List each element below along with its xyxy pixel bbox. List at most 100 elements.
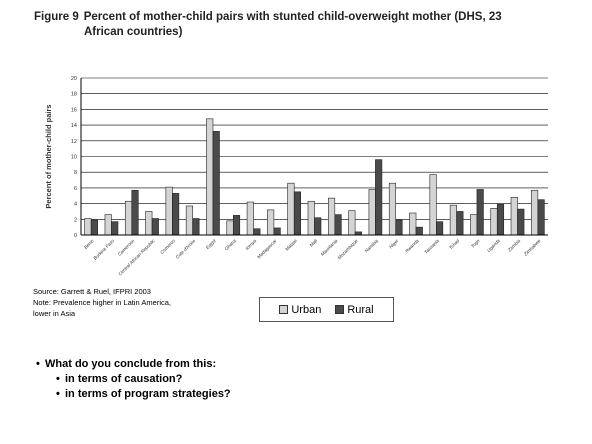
bar-rural bbox=[111, 222, 118, 235]
bar-urban bbox=[166, 187, 173, 235]
bar-urban bbox=[410, 213, 417, 235]
bar-urban bbox=[470, 215, 477, 235]
x-tick-label: Uganda bbox=[486, 238, 501, 253]
x-tick-label: Benin bbox=[83, 238, 95, 250]
bullet-sub-programs: in terms of program strategies? bbox=[36, 387, 231, 402]
bar-urban bbox=[267, 210, 274, 235]
x-tick-label: Tanzania bbox=[423, 238, 440, 255]
bar-rural bbox=[233, 215, 240, 235]
y-tick-label: 6 bbox=[74, 186, 77, 192]
bar-rural bbox=[254, 229, 261, 235]
x-tick-label: Kenya bbox=[245, 238, 258, 251]
bar-urban bbox=[125, 201, 131, 235]
x-tick-label: Burkina Faso bbox=[92, 238, 115, 261]
y-tick-label: 8 bbox=[74, 170, 77, 176]
bar-rural bbox=[274, 228, 281, 235]
bullet-main: What do you conclude from this: bbox=[36, 357, 231, 372]
bar-rural bbox=[416, 227, 423, 235]
bar-urban bbox=[85, 219, 92, 235]
x-tick-label: Niger bbox=[388, 238, 400, 250]
y-tick-label: 14 bbox=[71, 123, 77, 129]
bar-urban bbox=[247, 202, 254, 235]
y-tick-label: 10 bbox=[71, 155, 77, 161]
bar-urban bbox=[146, 211, 153, 235]
bar-urban bbox=[288, 183, 295, 235]
bar-urban bbox=[349, 211, 356, 235]
chart-legend: Urban Rural bbox=[259, 297, 394, 322]
legend-swatch-rural bbox=[335, 305, 344, 314]
bar-urban bbox=[531, 190, 538, 235]
figure-title: Figure 9 Percent of mother-child pairs wi… bbox=[34, 10, 564, 40]
bar-urban bbox=[328, 198, 335, 235]
bar-urban bbox=[389, 183, 396, 235]
y-tick-label: 4 bbox=[74, 202, 77, 208]
x-tick-label: Namibia bbox=[364, 238, 380, 254]
bar-urban bbox=[227, 221, 234, 235]
bar-rural bbox=[518, 209, 525, 235]
bar-rural bbox=[436, 222, 443, 235]
x-tick-label: Togo bbox=[470, 238, 481, 249]
bar-urban bbox=[105, 215, 112, 235]
bar-rural bbox=[396, 220, 403, 235]
legend-label-rural: Rural bbox=[347, 304, 373, 316]
x-tick-label: Egypt bbox=[205, 238, 217, 250]
bar-rural bbox=[193, 219, 200, 235]
bar-rural bbox=[375, 160, 382, 235]
legend-label-urban: Urban bbox=[291, 304, 321, 316]
x-tick-label: Rwanda bbox=[404, 238, 420, 254]
y-tick-label: 16 bbox=[71, 107, 77, 113]
x-tick-label: Comoros bbox=[159, 238, 176, 255]
legend-swatch-urban bbox=[279, 305, 288, 314]
bar-rural bbox=[132, 190, 139, 235]
legend-item-rural: Rural bbox=[335, 304, 373, 316]
x-tick-label: Zimbabwe bbox=[522, 238, 542, 258]
chart-bars bbox=[85, 119, 545, 235]
figure-title-line2: African countries) bbox=[34, 25, 564, 40]
x-tick-label: Madagascar bbox=[256, 238, 278, 260]
x-tick-label: Malawi bbox=[284, 237, 298, 251]
x-tick-label: Zambia bbox=[506, 238, 521, 253]
source-note: Source: Garrett & Ruel, IFPRI 2003 Note:… bbox=[33, 286, 223, 319]
bar-rural bbox=[335, 215, 342, 235]
x-tick-label: Ghana bbox=[224, 238, 238, 252]
bar-rural bbox=[538, 200, 545, 235]
bar-urban bbox=[491, 208, 498, 235]
figure-title-line1: Percent of mother-child pairs with stunt… bbox=[84, 11, 502, 23]
bar-rural bbox=[294, 192, 301, 235]
y-axis-label: Percent of mother-child pairs bbox=[44, 104, 53, 208]
figure-number: Figure 9 bbox=[34, 10, 79, 25]
bar-urban bbox=[511, 197, 517, 235]
y-tick-label: 0 bbox=[74, 233, 77, 239]
bar-rural bbox=[477, 189, 484, 235]
x-tick-label: Mozambique bbox=[337, 238, 359, 260]
discussion-bullets: What do you conclude from this: in terms… bbox=[36, 357, 231, 402]
bar-rural bbox=[315, 218, 322, 235]
y-tick-label: 12 bbox=[71, 139, 77, 145]
legend-item-urban: Urban bbox=[279, 304, 321, 316]
bar-urban bbox=[308, 201, 315, 235]
x-tick-label: Central African Republic bbox=[117, 238, 156, 277]
bar-rural bbox=[457, 211, 464, 235]
x-tick-label: Mali bbox=[309, 237, 319, 247]
x-tick-label: Tchad bbox=[448, 238, 461, 251]
bar-urban bbox=[369, 189, 376, 235]
x-tick-label: Cote d'Ivoire bbox=[175, 238, 197, 260]
y-axis-ticks: 0 2 4 6 8 10 12 14 16 18 20 bbox=[71, 76, 77, 239]
bar-rural bbox=[213, 131, 220, 235]
y-tick-label: 18 bbox=[71, 92, 77, 98]
x-tick-label: Mauritania bbox=[320, 238, 339, 257]
x-tick-label: Cameroon bbox=[117, 238, 136, 257]
bar-rural bbox=[497, 204, 504, 235]
bullet-sub-causation: in terms of causation? bbox=[36, 372, 231, 387]
bar-urban bbox=[450, 205, 457, 235]
source-line: Source: Garrett & Ruel, IFPRI 2003 bbox=[33, 286, 223, 297]
bar-urban bbox=[430, 175, 437, 235]
bar-rural bbox=[172, 193, 179, 235]
y-tick-label: 20 bbox=[71, 76, 77, 82]
y-tick-label: 2 bbox=[74, 217, 77, 223]
bar-rural bbox=[91, 220, 98, 235]
note-line: Note: Prevalence higher in Latin America… bbox=[33, 297, 223, 308]
bar-urban bbox=[206, 119, 213, 235]
